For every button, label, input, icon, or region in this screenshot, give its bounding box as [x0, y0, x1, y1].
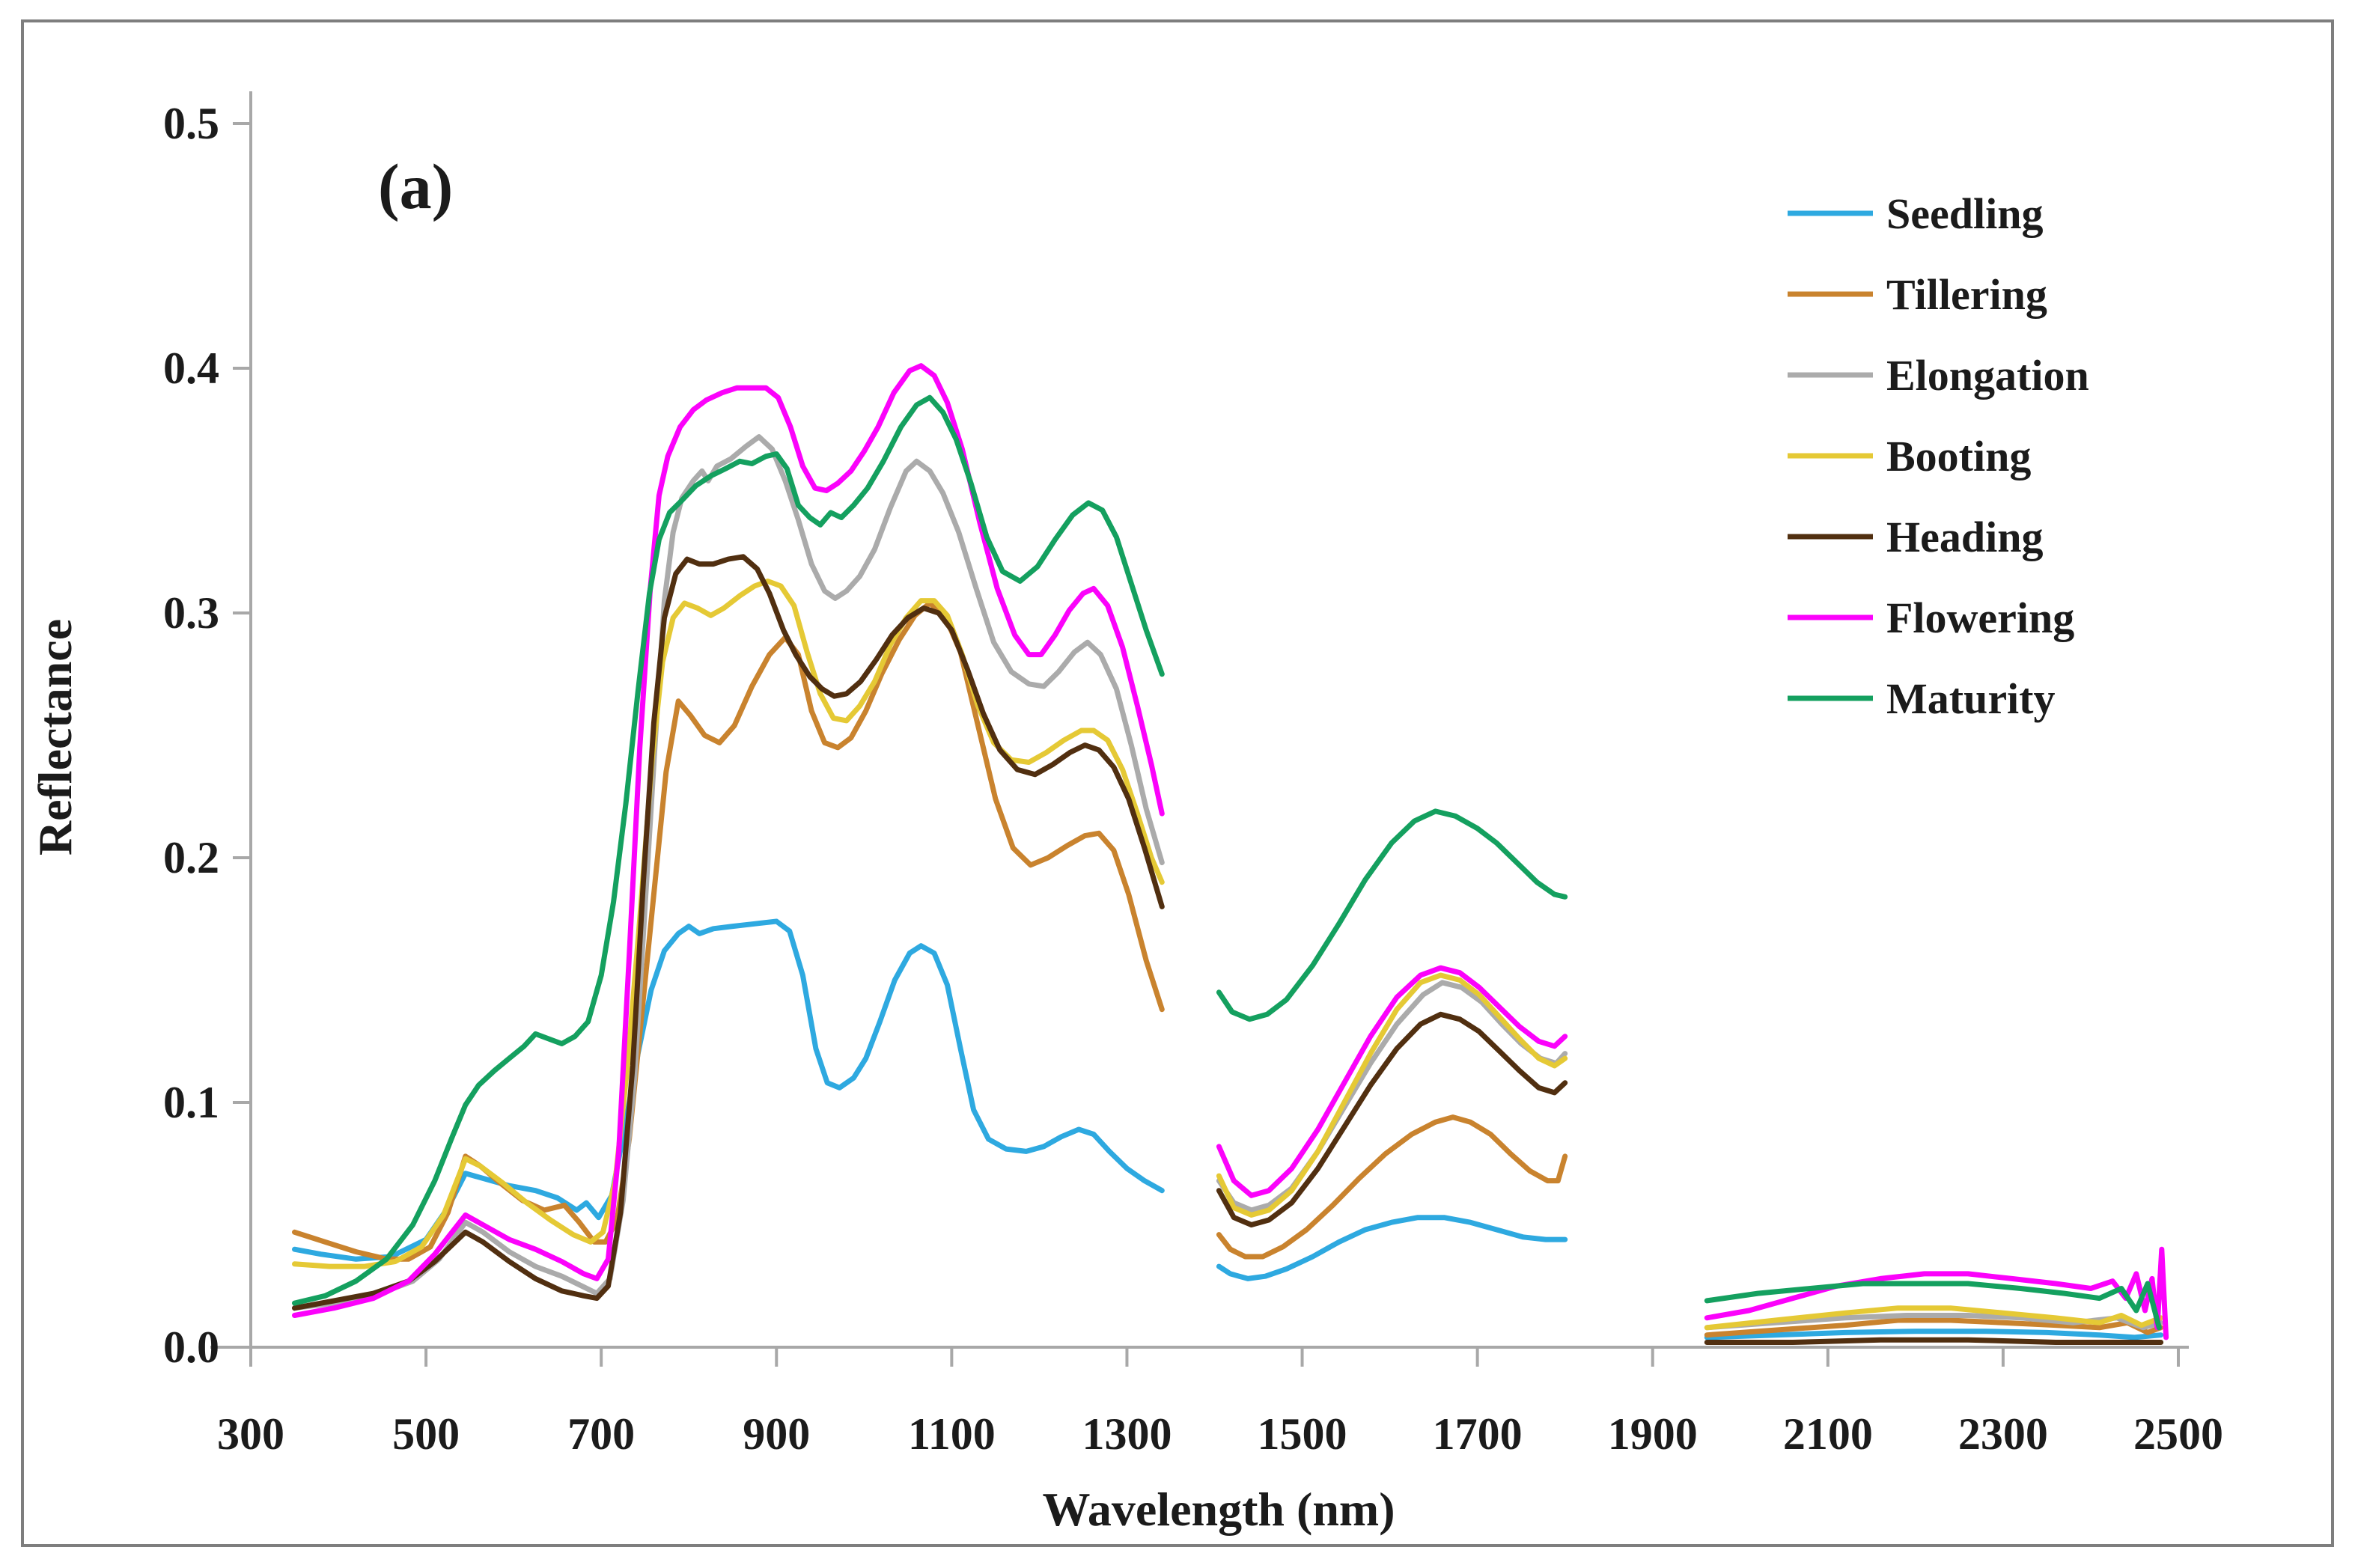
series-line-maturity [292, 394, 1165, 1306]
y-axis-title: Reflectance [28, 619, 82, 855]
series-line-heading [1216, 1011, 1568, 1227]
x-tick-label: 1300 [1082, 1409, 1172, 1459]
legend-label-maturity: Maturity [1886, 674, 2056, 723]
legend-label-tillering: Tillering [1886, 270, 2047, 319]
legend-item-flowering: Flowering [1788, 594, 2074, 642]
legend-item-booting: Booting [1788, 432, 2031, 481]
series-line-booting [292, 579, 1165, 1269]
x-tick-label: 1900 [1608, 1409, 1698, 1459]
series-line-flowering [1216, 965, 1568, 1198]
legend-item-heading: Heading [1788, 513, 2044, 561]
legend-label-seedling: Seedling [1886, 189, 2044, 238]
series-line-booting [1216, 972, 1568, 1218]
series-line-tillering [1216, 1114, 1568, 1260]
x-tick-label: 700 [567, 1409, 635, 1459]
figure-frame [21, 19, 2334, 1547]
series-line-elongation [1704, 1313, 2164, 1331]
legend-label-flowering: Flowering [1886, 594, 2074, 642]
data-series [292, 363, 2169, 1345]
series-line-seedling [1216, 1215, 1568, 1281]
x-tick-label: 300 [217, 1409, 284, 1459]
y-axis-ticks: 0.0 0.1 0.2 0.3 0.4 0.5 [163, 99, 251, 1372]
series-line-seedling [1704, 1328, 2164, 1340]
x-tick-label: 2300 [1958, 1409, 2048, 1459]
x-tick-label: 1100 [908, 1409, 996, 1459]
legend: Seedling Tillering Elongation Booting Headin… [1788, 189, 2089, 723]
y-tick-label: 0.4 [163, 344, 219, 393]
x-tick-label: 2500 [2133, 1409, 2223, 1459]
legend-label-heading: Heading [1886, 513, 2044, 561]
series-line-booting [1704, 1305, 2164, 1331]
legend-item-maturity: Maturity [1788, 674, 2056, 723]
x-tick-label: 2100 [1783, 1409, 1873, 1459]
y-tick-label: 0.1 [163, 1078, 219, 1127]
panel-label: (a) [378, 150, 453, 222]
legend-item-elongation: Elongation [1788, 351, 2089, 400]
series-line-maturity [1704, 1281, 2162, 1331]
y-tick-label: 0.0 [163, 1323, 219, 1372]
legend-label-elongation: Elongation [1886, 351, 2089, 400]
series-line-flowering [292, 363, 1165, 1318]
y-tick-label: 0.2 [163, 833, 219, 882]
y-tick-label: 0.5 [163, 99, 219, 148]
y-tick-label: 0.3 [163, 588, 219, 638]
series-line-heading [1704, 1337, 2164, 1345]
series-line-elongation [292, 434, 1165, 1311]
series-line-heading [292, 554, 1165, 1311]
series-line-seedling [292, 918, 1165, 1262]
x-axis-title: Wavelength (nm) [1042, 1483, 1395, 1536]
x-tick-label: 1500 [1258, 1409, 1347, 1459]
x-tick-label: 500 [392, 1409, 460, 1459]
legend-item-seedling: Seedling [1788, 189, 2044, 238]
legend-label-booting: Booting [1886, 432, 2031, 481]
series-line-maturity [1216, 808, 1568, 1022]
x-tick-label: 900 [743, 1409, 810, 1459]
x-axis-ticks: 300 500 700 900 1100 1300 1500 1700 1900 2100 2300… [217, 1347, 2223, 1459]
legend-item-tillering: Tillering [1788, 270, 2047, 319]
x-tick-label: 1700 [1433, 1409, 1523, 1459]
